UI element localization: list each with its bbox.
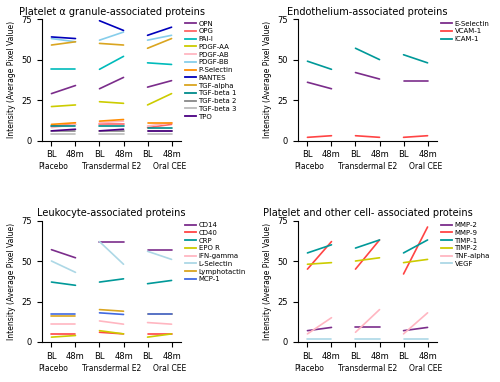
Text: Transdermal E2: Transdermal E2: [338, 162, 397, 172]
Text: Transdermal E2: Transdermal E2: [338, 364, 397, 373]
Legend: E-Selectin, VCAM-1, ICAM-1: E-Selectin, VCAM-1, ICAM-1: [438, 18, 492, 45]
Text: Oral CEE: Oral CEE: [409, 162, 442, 172]
Text: Placebo: Placebo: [38, 364, 68, 373]
Text: Oral CEE: Oral CEE: [409, 364, 442, 373]
Text: Placebo: Placebo: [294, 162, 324, 172]
Text: Oral CEE: Oral CEE: [153, 364, 186, 373]
Y-axis label: Intensity (Average Pixel Value): Intensity (Average Pixel Value): [263, 21, 272, 138]
Y-axis label: Intensity (Average Pixel Value): Intensity (Average Pixel Value): [7, 21, 16, 138]
Title: Leukocyte-associated proteins: Leukocyte-associated proteins: [38, 208, 186, 219]
Title: Platelet α granule-associated proteins: Platelet α granule-associated proteins: [18, 7, 204, 17]
Title: Platelet and other cell- associated proteins: Platelet and other cell- associated prot…: [262, 208, 472, 219]
Legend: OPN, OPG, PAI-I, PDGF-AA, PDGF-AB, PDGF-BB, P-Selectin, RANTES, TGF-alpha, TGF-b: OPN, OPG, PAI-I, PDGF-AA, PDGF-AB, PDGF-…: [182, 18, 240, 122]
Y-axis label: Intensity (Average Pixel Value): Intensity (Average Pixel Value): [263, 223, 272, 340]
Text: Oral CEE: Oral CEE: [153, 162, 186, 172]
Legend: CD14, CD40, CRP, EPO R, IFN-gamma, L-Selectin, Lymphotactin, MCP-1: CD14, CD40, CRP, EPO R, IFN-gamma, L-Sel…: [182, 219, 248, 285]
Text: Placebo: Placebo: [294, 364, 324, 373]
Y-axis label: Intensity (Average Pixel Value): Intensity (Average Pixel Value): [7, 223, 16, 340]
Text: Transdermal E2: Transdermal E2: [82, 364, 141, 373]
Text: Transdermal E2: Transdermal E2: [82, 162, 141, 172]
Legend: MMP-2, MMP-9, TIMP-1, TIMP-2, TNF-alpha, VEGF: MMP-2, MMP-9, TIMP-1, TIMP-2, TNF-alpha,…: [438, 219, 492, 270]
Title: Endothelium-associated proteins: Endothelium-associated proteins: [288, 7, 448, 17]
Text: Placebo: Placebo: [38, 162, 68, 172]
